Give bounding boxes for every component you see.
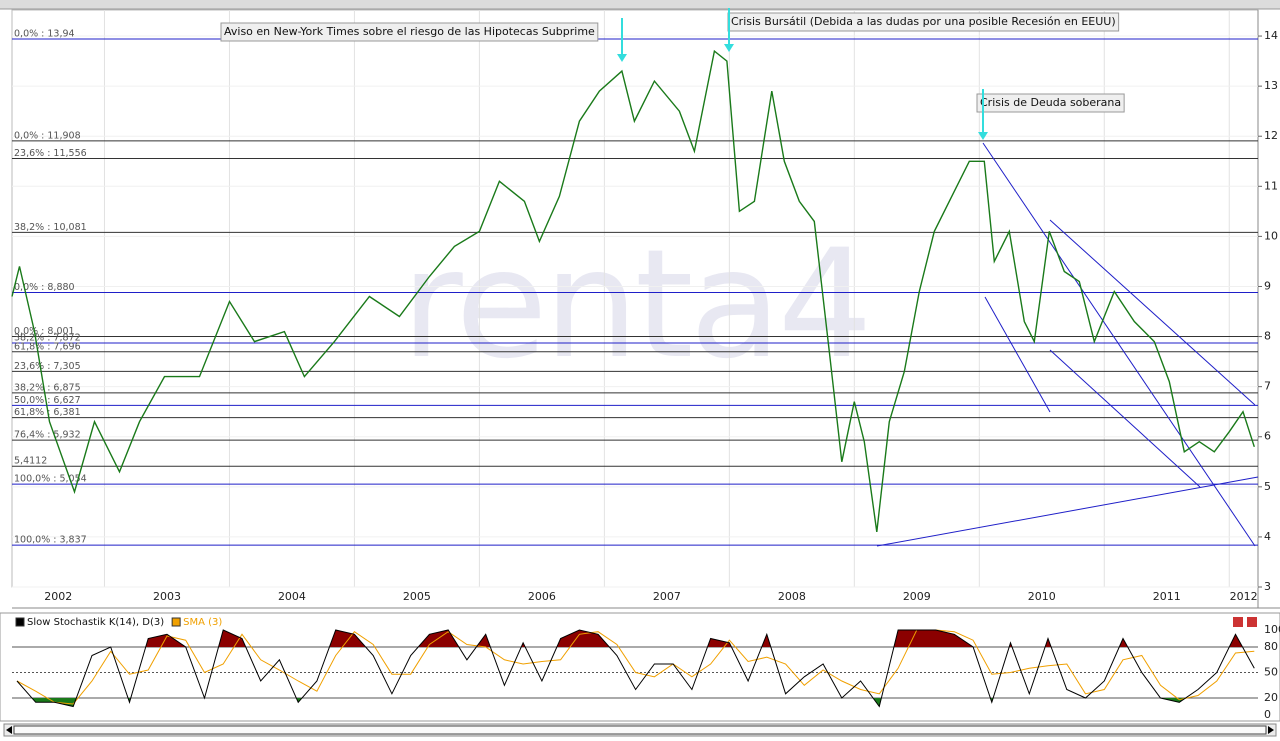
y-tick-label: 7 <box>1264 380 1271 393</box>
stoch-panel <box>0 612 1280 722</box>
x-tick-label: 2011 <box>1153 590 1181 603</box>
level-label: 38,2% : 7,872 <box>14 332 81 343</box>
annotation: Aviso en New-York Times sobre el riesgo … <box>220 18 627 62</box>
stoch-line <box>16 629 1255 708</box>
trend-line <box>982 142 1256 547</box>
annotation-arrowhead <box>617 54 627 62</box>
annotation-text: Crisis de Deuda soberana <box>980 96 1121 109</box>
level-label: 76,4% : 5,932 <box>14 430 81 441</box>
y-tick-label: 11 <box>1264 179 1278 192</box>
x-tick-label: 2005 <box>403 590 431 603</box>
level-label: 5,4112 <box>14 456 47 467</box>
legend-label: Slow Stochastik K(14), D(3) <box>27 617 164 628</box>
level-label: 50,0% : 6,627 <box>14 395 81 406</box>
level-label: 100,0% : 3,837 <box>14 535 87 546</box>
annotation-text: Crisis Bursátil (Debida a las dudas por … <box>731 15 1116 28</box>
annotation: Crisis de Deuda soberana <box>976 89 1125 140</box>
x-tick-label: 2006 <box>528 590 556 603</box>
toolbar <box>0 0 1280 9</box>
y-tick-label: 4 <box>1264 530 1271 543</box>
x-tick-label: 2003 <box>153 590 181 603</box>
level-label: 100,0% : 5,054 <box>14 474 87 485</box>
stoch-tick-label: 0 <box>1264 708 1271 721</box>
y-tick-label: 9 <box>1264 279 1271 292</box>
x-tick-label: 2007 <box>653 590 681 603</box>
trend-line <box>984 296 1051 413</box>
y-tick-label: 14 <box>1264 29 1278 42</box>
x-tick-label: 2012 <box>1230 590 1258 603</box>
x-tick-label: 2009 <box>903 590 931 603</box>
price-line <box>11 49 1255 532</box>
annotation-arrowhead <box>724 44 734 52</box>
level-label: 0,0% : 8,001 <box>14 326 75 337</box>
stoch-line <box>16 629 1255 705</box>
level-label: 23,6% : 7,305 <box>14 361 81 372</box>
stoch-tick-label: 50 <box>1264 666 1278 679</box>
annotation-box <box>220 22 599 42</box>
y-tick-label: 8 <box>1264 330 1271 343</box>
legend-label: SMA (3) <box>183 617 222 628</box>
level-label: 61,8% : 7,696 <box>14 341 81 352</box>
trend-line <box>876 476 1259 547</box>
annotation-box <box>976 93 1125 113</box>
y-tick-label: 6 <box>1264 430 1271 443</box>
level-label: 0,0% : 13,94 <box>14 29 75 40</box>
x-tick-label: 2004 <box>278 590 306 603</box>
legend-swatch <box>171 617 181 627</box>
trend-line <box>1049 349 1201 488</box>
annotation-text: Aviso en New-York Times sobre el riesgo … <box>224 25 595 38</box>
y-tick-label: 5 <box>1264 480 1271 493</box>
stoch-tick-label: 20 <box>1264 691 1278 704</box>
level-label: 0,0% : 11,908 <box>14 130 81 141</box>
y-tick-label: 12 <box>1264 129 1278 142</box>
x-tick-label: 2002 <box>44 590 72 603</box>
y-tick-label: 10 <box>1264 229 1278 242</box>
panel-button[interactable] <box>1233 617 1243 627</box>
x-tick-label: 2008 <box>778 590 806 603</box>
level-label: 23,6% : 11,556 <box>14 148 87 159</box>
annotation-arrowhead <box>978 132 988 140</box>
annotation: Crisis Bursátil (Debida a las dudas por … <box>724 8 1120 52</box>
level-label: 38,2% : 6,875 <box>14 382 81 393</box>
legend-swatch <box>15 617 25 627</box>
y-tick-label: 13 <box>1264 79 1278 92</box>
x-tick-label: 2010 <box>1028 590 1056 603</box>
panel-close[interactable] <box>1247 617 1257 627</box>
scrollbar-thumb[interactable] <box>13 725 1267 735</box>
level-label: 38,2% : 10,081 <box>14 222 87 233</box>
watermark: renta4 <box>401 218 869 392</box>
y-tick-label: 3 <box>1264 580 1271 593</box>
stoch-tick-label: 80 <box>1264 640 1278 653</box>
stoch-tick-label: 100 <box>1264 623 1280 636</box>
overbought-fill <box>16 630 1255 647</box>
level-label: 0,0% : 8,880 <box>14 282 75 293</box>
trend-line <box>1049 219 1256 406</box>
